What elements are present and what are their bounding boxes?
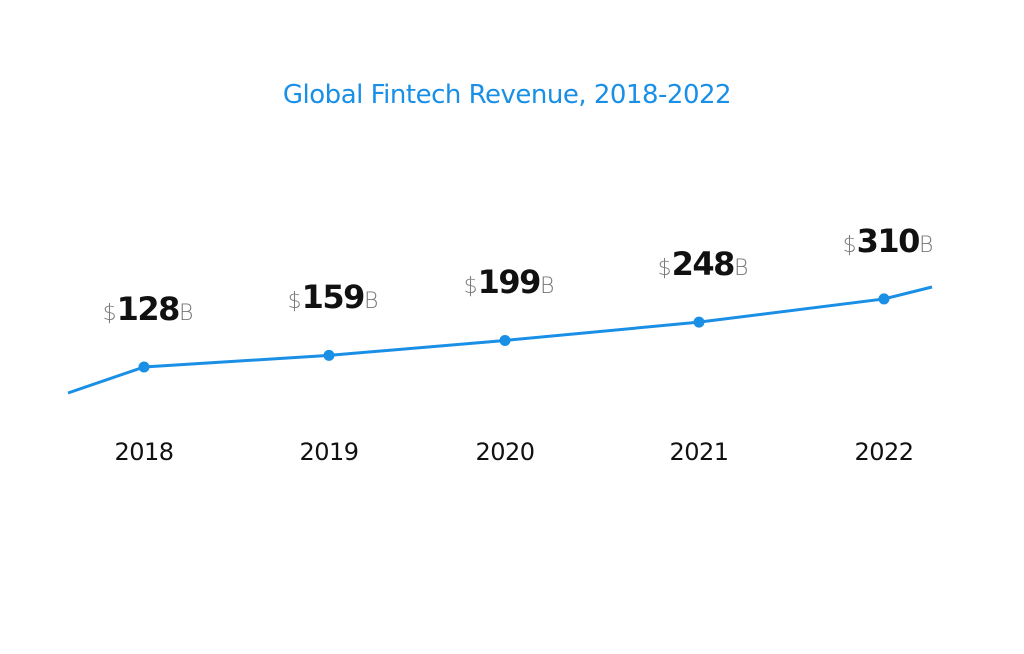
x-tick-label-2019: 2019 bbox=[299, 438, 359, 466]
data-point-2022 bbox=[878, 293, 890, 305]
value-prefix: $ bbox=[102, 301, 117, 326]
value-number: 199 bbox=[477, 263, 542, 302]
value-prefix: $ bbox=[842, 232, 857, 258]
value-number: 159 bbox=[301, 278, 366, 317]
value-prefix: $ bbox=[287, 289, 302, 315]
x-tick-label-2022: 2022 bbox=[854, 438, 914, 466]
value-prefix: $ bbox=[463, 274, 478, 300]
value-suffix: B bbox=[539, 274, 555, 300]
data-label-2018: $128B bbox=[103, 290, 194, 328]
value-suffix: B bbox=[733, 256, 749, 282]
value-suffix: B bbox=[363, 289, 379, 315]
value-number: 248 bbox=[671, 245, 736, 284]
data-point-2021 bbox=[693, 316, 705, 328]
x-tick-label-2020: 2020 bbox=[475, 438, 535, 466]
data-label-2022: $310B bbox=[843, 222, 934, 260]
value-prefix: $ bbox=[657, 256, 672, 282]
data-point-2020 bbox=[499, 334, 511, 346]
x-tick-label-2021: 2021 bbox=[669, 438, 729, 466]
data-label-2020: $199B bbox=[464, 263, 555, 301]
data-label-2021: $248B bbox=[658, 245, 749, 283]
value-suffix: B bbox=[178, 301, 194, 326]
data-label-2019: $159B bbox=[288, 278, 379, 316]
data-point-2018 bbox=[138, 361, 150, 373]
value-number: 310 bbox=[856, 221, 921, 260]
data-point-2019 bbox=[323, 349, 335, 361]
value-suffix: B bbox=[918, 232, 934, 258]
value-number: 128 bbox=[116, 290, 181, 328]
chart-title: Global Fintech Revenue, 2018-2022 bbox=[282, 80, 732, 110]
x-tick-label-2018: 2018 bbox=[114, 438, 174, 466]
